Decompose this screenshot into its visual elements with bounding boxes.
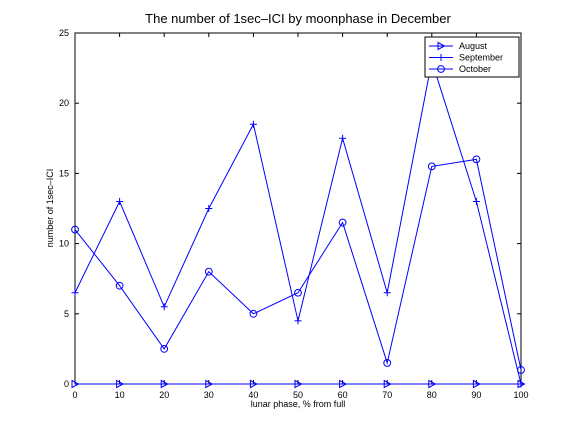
data-point-october — [383, 359, 392, 367]
data-point-october — [294, 288, 302, 297]
x-tick-label: 10 — [115, 390, 125, 400]
data-point-september — [339, 134, 347, 142]
data-point-august — [383, 379, 392, 389]
data-point-september — [383, 289, 391, 297]
legend-label-october: October — [459, 64, 491, 74]
data-point-october — [71, 225, 79, 234]
data-point-october — [249, 309, 258, 318]
legend-label-august: August — [459, 41, 488, 51]
data-point-october — [427, 162, 436, 171]
legend-marker-october — [437, 65, 445, 73]
data-point-september — [71, 289, 79, 297]
x-tick-label: 100 — [513, 390, 528, 400]
data-point-august — [294, 379, 303, 389]
x-tick-label: 30 — [204, 390, 214, 400]
x-tick-label: 80 — [427, 390, 437, 400]
axes-box — [74, 32, 522, 385]
legend-marker-august — [437, 41, 446, 51]
x-tick-label: 50 — [293, 390, 303, 400]
x-tick-label: 0 — [72, 390, 77, 400]
data-point-october — [338, 218, 347, 227]
data-point-september — [205, 205, 213, 212]
data-point-august — [249, 379, 258, 389]
x-axis-label: lunar phase, % from full — [251, 399, 346, 409]
data-point-september — [294, 317, 302, 325]
legend-label-september: September — [459, 53, 503, 63]
data-point-august — [71, 379, 80, 389]
data-point-october — [160, 345, 169, 353]
data-point-september — [472, 197, 480, 205]
data-point-october — [517, 366, 525, 374]
data-point-august — [160, 379, 169, 389]
data-point-october — [472, 155, 481, 164]
data-point-august — [116, 379, 125, 389]
series-line-september — [74, 60, 522, 385]
data-point-august — [472, 379, 481, 389]
data-point-september — [160, 303, 168, 311]
data-point-september — [116, 197, 124, 205]
legend-marker-september — [437, 54, 445, 61]
x-tick-label: 70 — [382, 390, 392, 400]
series-line-october — [74, 158, 522, 371]
data-point-august — [205, 379, 214, 389]
x-tick-label: 60 — [338, 390, 348, 400]
plot-area: 0 10 20 30 40 50 60 70 80 90 100 0 5 10 15 20 25 — [59, 28, 529, 400]
data-point-august — [339, 379, 348, 389]
y-tick-label: 0 — [64, 379, 69, 389]
y-tick-label: 5 — [64, 309, 69, 319]
y-axis-label: number of 1sec–ICI — [45, 169, 55, 248]
data-point-october — [115, 281, 124, 290]
data-point-september — [249, 120, 257, 128]
y-tick-label: 20 — [59, 98, 69, 108]
x-tick-label: 90 — [471, 390, 481, 400]
y-tick-label: 25 — [59, 28, 69, 38]
y-tick-label: 15 — [59, 168, 69, 178]
chart-title: The number of 1sec–ICI by moonphase in D… — [145, 11, 451, 26]
data-point-october — [204, 267, 213, 276]
x-tick-label: 40 — [248, 390, 258, 400]
data-point-august — [428, 379, 437, 389]
x-tick-label: 20 — [159, 390, 169, 400]
data-point-september — [517, 380, 525, 388]
y-tick-label: 10 — [59, 239, 69, 249]
